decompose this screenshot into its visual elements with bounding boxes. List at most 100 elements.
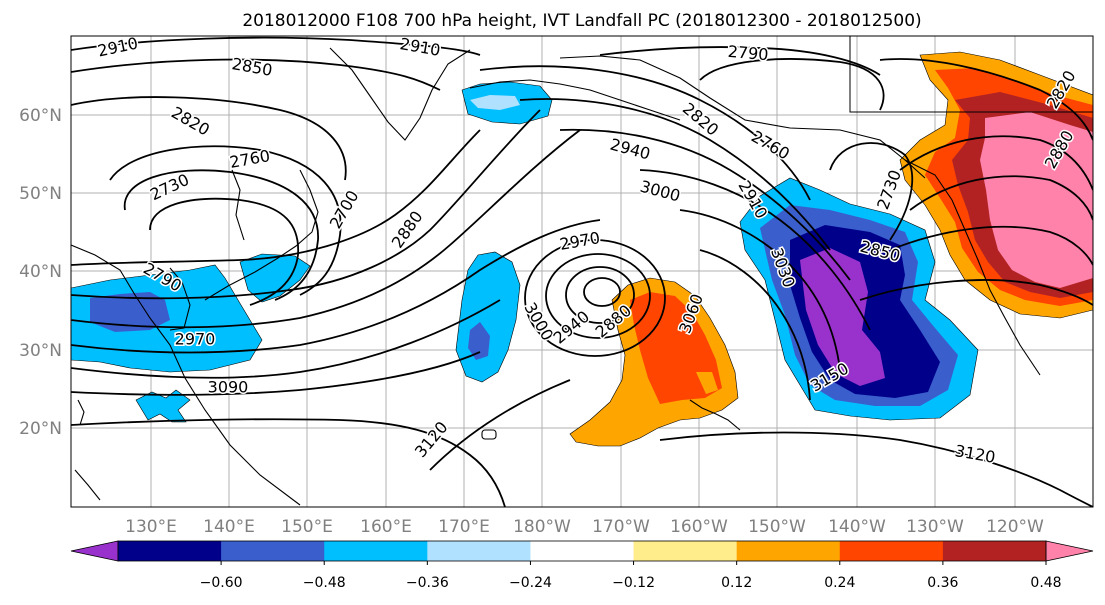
contour-line: [71, 129, 581, 329]
colorbar-tick-label: −0.60: [200, 575, 243, 591]
contour-line: [71, 299, 501, 379]
latitude-label: 30°N: [19, 341, 62, 361]
longitude-label: 170°E: [438, 517, 490, 537]
ivt-region-hawaii-3: [696, 372, 718, 394]
colorbar-segment: [221, 541, 325, 561]
ivt-region-japan-core: [90, 292, 170, 332]
ivt-negative-west: [71, 81, 553, 423]
longitude-labels: 130°E 140°E 150°E 160°E 170°E 180°W 170°W 160°W…: [125, 517, 1044, 537]
colorbar-extend-low: [70, 540, 119, 562]
ivt-positive-west-coast: [899, 51, 1093, 319]
contour-label: 2970: [175, 330, 216, 349]
contour-line: [559, 128, 851, 281]
contour-line: [71, 96, 347, 181]
contour-line: [71, 418, 506, 507]
longitude-label: 170°W: [592, 517, 650, 537]
colorbar-segment: [736, 541, 841, 561]
contour-line: [679, 209, 841, 371]
longitude-label: 130°W: [906, 517, 964, 537]
contour-line: [71, 129, 481, 266]
colorbar-tick-label: −0.12: [612, 575, 655, 591]
contour-line: [829, 142, 914, 241]
coastline-taiwan: [77, 399, 85, 426]
contour-line: [889, 225, 1093, 266]
latitude-label: 40°N: [19, 262, 62, 282]
coastline-asia: [71, 244, 301, 506]
contour-label: 2790: [727, 42, 769, 64]
coastline-japan: [204, 169, 319, 301]
contour-line: [71, 219, 601, 354]
ivt-region-kamchatka-east-light: [470, 95, 520, 110]
contour-cutoff-low-2: [565, 266, 635, 324]
colorbar: −0.60 −0.48 −0.36 −0.24 −0.12 0.12 0.24 0.36 0.4…: [70, 540, 1094, 591]
contour-line: [909, 175, 1093, 221]
coastline-north-america: [904, 159, 1041, 376]
colorbar-tick-label: −0.24: [509, 575, 552, 591]
longitude-label: 140°E: [203, 517, 255, 537]
colorbar-tick-label: 0.24: [824, 575, 855, 591]
contour-line: [519, 98, 831, 251]
colorbar-segment: [942, 541, 1047, 561]
colorbar-frame: [117, 540, 1047, 562]
coastline-hawaii: [689, 399, 741, 431]
contour-line: [599, 46, 881, 76]
latitude-labels: 60°N 50°N 40°N 30°N 20°N: [19, 106, 62, 439]
contour-line: [109, 145, 342, 296]
map-frame: [70, 35, 1094, 508]
contour-cutoff-low-4: [524, 239, 666, 357]
coastline-philippines: [74, 469, 101, 501]
contour-label: 2910: [96, 33, 140, 60]
colorbar-extend-high: [1045, 540, 1094, 562]
contour-line: [879, 58, 1093, 141]
ivt-region-coast-4: [980, 112, 1093, 288]
latitude-label: 60°N: [19, 106, 62, 126]
ivt-region-east-4: [800, 248, 885, 386]
contour-line: [479, 65, 811, 201]
map-title: 2018012000 F108 700 hPa height, IVT Land…: [242, 11, 921, 31]
ivt-region-small-south: [135, 389, 191, 423]
colorbar-segment: [427, 541, 531, 561]
contour-label: 3090: [208, 378, 249, 397]
contour-line: [71, 351, 481, 396]
colorbar-segment: [324, 541, 428, 561]
longitude-label: 120°W: [986, 517, 1044, 537]
contour-line: [699, 58, 885, 111]
colorbar-segment: [118, 541, 222, 561]
ivt-region-central-pacific-core: [468, 322, 490, 360]
contour-line: [429, 379, 571, 471]
colorbar-tick-label: −0.36: [406, 575, 449, 591]
contour-cutoff-low-3: [545, 253, 651, 339]
coastline-aleutians: [469, 79, 681, 121]
colorbar-segment: [839, 541, 944, 561]
coastline-sakhalin: [231, 169, 245, 241]
contour-cutoff-low-1: [583, 277, 621, 307]
contour-line: [71, 36, 481, 56]
contour-line: [859, 279, 1093, 306]
contour-line: [899, 135, 1093, 191]
contour-line: [699, 249, 811, 401]
contour-line: [71, 58, 441, 91]
latitude-label: 20°N: [19, 419, 62, 439]
colorbar-segment: [530, 541, 635, 561]
longitude-label: 160°E: [360, 517, 412, 537]
longitude-label: 130°E: [125, 517, 177, 537]
ivt-negative-east: [739, 177, 979, 421]
colorbar-tick-label: 0.12: [721, 575, 752, 591]
contour-line: [71, 109, 541, 300]
longitude-label: 140°W: [828, 517, 886, 537]
colorbar-tick-label: 0.48: [1030, 575, 1061, 591]
coastline-islet: [481, 429, 497, 440]
coastline-korea: [169, 267, 191, 331]
longitude-label: 150°W: [748, 517, 806, 537]
longitude-label: 180°W: [513, 517, 571, 537]
colorbar-tick-label: −0.48: [303, 575, 346, 591]
contour-line: [659, 431, 1093, 507]
contour-line: [123, 169, 319, 301]
longitude-label: 150°E: [281, 517, 333, 537]
colorbar-tick-label: 0.36: [927, 575, 958, 591]
contour-line: [149, 197, 299, 306]
coastline-kamchatka: [329, 47, 471, 141]
